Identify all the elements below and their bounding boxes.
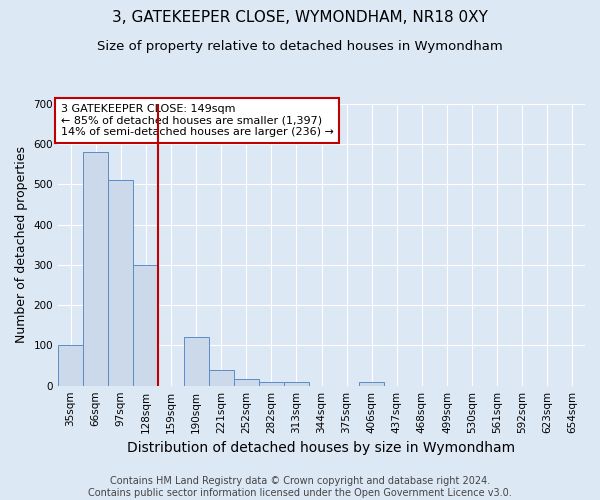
- Bar: [184, 338, 209, 386]
- Text: 3 GATEKEEPER CLOSE: 149sqm
← 85% of detached houses are smaller (1,397)
14% of s: 3 GATEKEEPER CLOSE: 149sqm ← 85% of deta…: [61, 104, 334, 137]
- Text: Size of property relative to detached houses in Wymondham: Size of property relative to detached ho…: [97, 40, 503, 53]
- Bar: [259, 382, 284, 386]
- Bar: [83, 152, 108, 386]
- Bar: [108, 180, 133, 386]
- Text: 3, GATEKEEPER CLOSE, WYMONDHAM, NR18 0XY: 3, GATEKEEPER CLOSE, WYMONDHAM, NR18 0XY: [112, 10, 488, 25]
- Bar: [359, 382, 384, 386]
- Bar: [284, 382, 309, 386]
- Bar: [209, 370, 233, 386]
- X-axis label: Distribution of detached houses by size in Wymondham: Distribution of detached houses by size …: [127, 441, 515, 455]
- Bar: [133, 265, 158, 386]
- Bar: [233, 379, 259, 386]
- Bar: [58, 346, 83, 386]
- Y-axis label: Number of detached properties: Number of detached properties: [15, 146, 28, 344]
- Text: Contains HM Land Registry data © Crown copyright and database right 2024.
Contai: Contains HM Land Registry data © Crown c…: [88, 476, 512, 498]
